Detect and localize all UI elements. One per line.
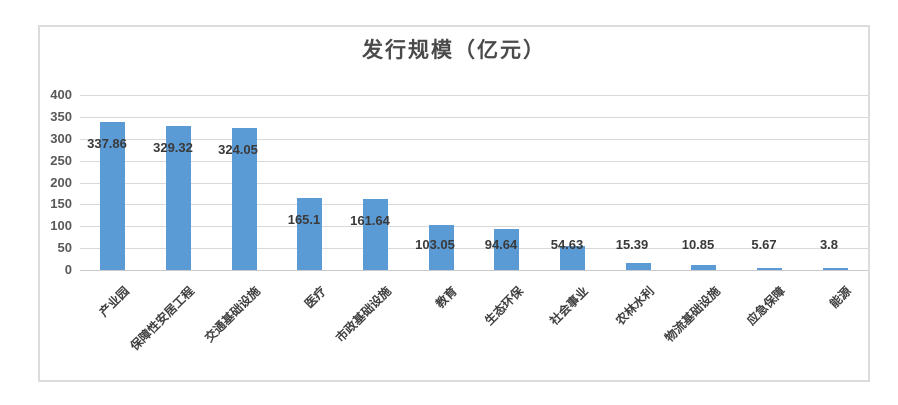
bar-value-label: 103.05 — [415, 237, 455, 252]
y-axis-tick-label: 50 — [57, 240, 72, 255]
bar-value-label: 324.05 — [218, 142, 258, 157]
bar-value-label: 3.8 — [819, 237, 839, 252]
bar-交通基础设施 — [232, 128, 257, 270]
bar-value-label: 54.63 — [550, 237, 584, 252]
bar-value-label: 15.39 — [615, 237, 649, 252]
gridline-y-250 — [80, 161, 868, 162]
y-axis-tick-label: 200 — [50, 175, 72, 190]
y-axis-tick-label: 300 — [50, 131, 72, 146]
bar-value-label: 5.67 — [751, 237, 777, 252]
bar-能源 — [823, 268, 848, 270]
gridline-y-150 — [80, 204, 868, 205]
bar-value-label: 329.32 — [153, 140, 193, 155]
bar-应急保障 — [757, 268, 782, 270]
bar-value-label: 10.85 — [681, 237, 715, 252]
bar-物流基础设施 — [691, 265, 716, 270]
y-axis-tick-label: 350 — [50, 109, 72, 124]
bar-value-label: 165.1 — [287, 212, 321, 227]
bar-产业园 — [100, 122, 125, 270]
y-axis-tick-label: 400 — [50, 87, 72, 102]
gridline-y-50 — [80, 248, 868, 249]
gridline-y-100 — [80, 226, 868, 227]
y-axis-tick-label: 150 — [50, 196, 72, 211]
bar-value-label: 94.64 — [484, 237, 518, 252]
y-axis-tick-label: 0 — [64, 262, 72, 277]
bar-value-label: 161.64 — [350, 213, 390, 228]
gridline-y-300 — [80, 139, 868, 140]
bar-生态环保 — [494, 229, 519, 270]
bar-农林水利 — [626, 263, 651, 270]
y-axis-tick-label: 100 — [50, 218, 72, 233]
y-axis-tick-label: 250 — [50, 153, 72, 168]
gridline-y-400 — [80, 95, 868, 96]
bar-value-label: 337.86 — [87, 136, 127, 151]
bar-社会事业 — [560, 246, 585, 270]
gridline-y-350 — [80, 117, 868, 118]
chart-title: 发行规模（亿元） — [362, 38, 546, 62]
bar-医疗 — [297, 198, 322, 270]
bar-保障性安居工程 — [166, 126, 191, 270]
gridline-y-200 — [80, 183, 868, 184]
gridline-y-0 — [80, 270, 868, 271]
bar-教育 — [429, 225, 454, 270]
bar-市政基础设施 — [363, 199, 388, 270]
